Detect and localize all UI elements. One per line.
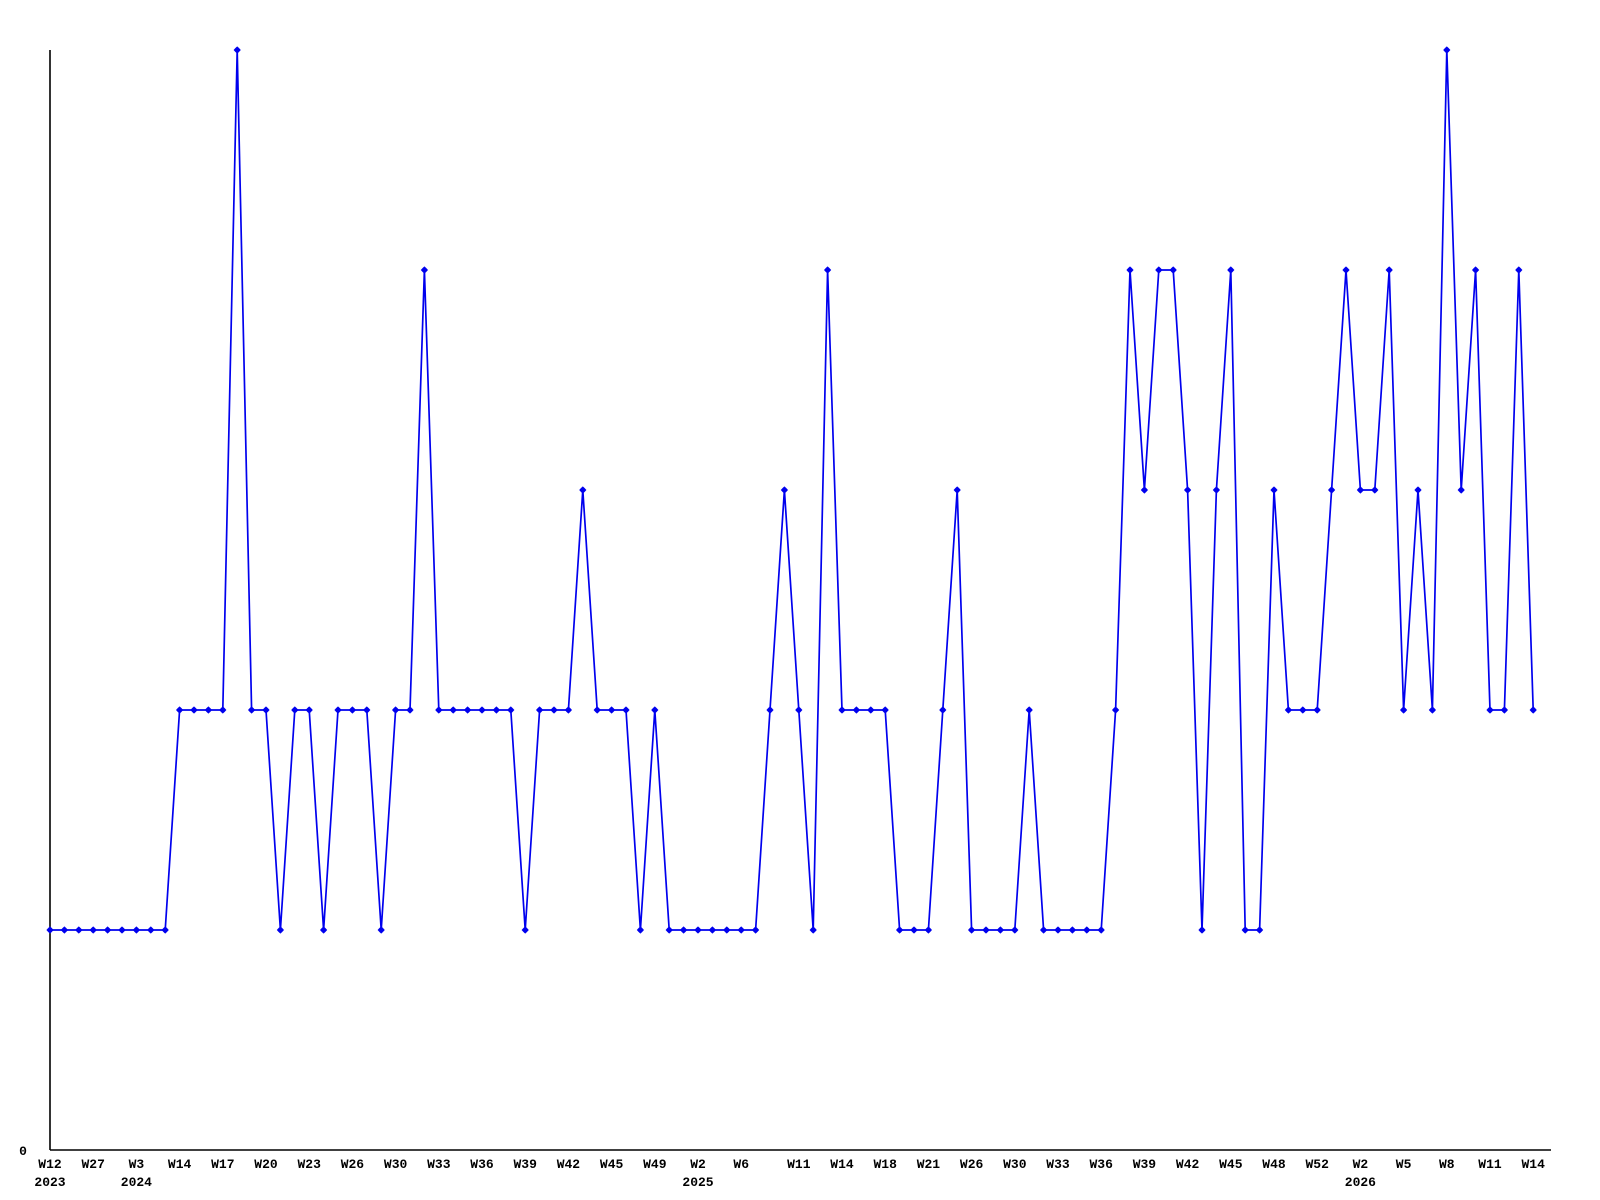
svg-text:W2: W2 — [690, 1157, 706, 1172]
svg-text:2025: 2025 — [682, 1175, 713, 1190]
svg-text:W36: W36 — [1089, 1157, 1113, 1172]
svg-text:W23: W23 — [297, 1157, 321, 1172]
svg-text:W6: W6 — [733, 1157, 749, 1172]
svg-text:W12: W12 — [38, 1157, 62, 1172]
svg-text:2023: 2023 — [34, 1175, 65, 1190]
svg-text:W14: W14 — [1521, 1157, 1545, 1172]
svg-text:W30: W30 — [1003, 1157, 1027, 1172]
svg-text:W17: W17 — [211, 1157, 234, 1172]
svg-text:W20: W20 — [254, 1157, 278, 1172]
svg-text:W14: W14 — [168, 1157, 192, 1172]
svg-text:W27: W27 — [81, 1157, 104, 1172]
svg-text:W26: W26 — [960, 1157, 984, 1172]
svg-text:2024: 2024 — [121, 1175, 152, 1190]
svg-text:2026: 2026 — [1345, 1175, 1376, 1190]
svg-text:W33: W33 — [427, 1157, 451, 1172]
svg-text:W18: W18 — [873, 1157, 897, 1172]
svg-text:W39: W39 — [513, 1157, 537, 1172]
svg-text:W45: W45 — [600, 1157, 624, 1172]
svg-text:W52: W52 — [1305, 1157, 1329, 1172]
svg-text:W30: W30 — [384, 1157, 408, 1172]
svg-text:W42: W42 — [1176, 1157, 1200, 1172]
svg-text:W8: W8 — [1439, 1157, 1455, 1172]
svg-text:W3: W3 — [129, 1157, 145, 1172]
svg-text:W45: W45 — [1219, 1157, 1243, 1172]
svg-text:W33: W33 — [1046, 1157, 1070, 1172]
svg-text:W39: W39 — [1133, 1157, 1157, 1172]
svg-text:W48: W48 — [1262, 1157, 1286, 1172]
svg-text:W21: W21 — [917, 1157, 941, 1172]
svg-text:W49: W49 — [643, 1157, 667, 1172]
svg-text:W11: W11 — [1478, 1157, 1502, 1172]
svg-text:W11: W11 — [787, 1157, 811, 1172]
svg-text:W42: W42 — [557, 1157, 581, 1172]
svg-text:W2: W2 — [1353, 1157, 1369, 1172]
svg-text:0: 0 — [19, 1144, 27, 1159]
svg-text:W36: W36 — [470, 1157, 494, 1172]
svg-text:W26: W26 — [341, 1157, 365, 1172]
svg-text:W14: W14 — [830, 1157, 854, 1172]
svg-text:W5: W5 — [1396, 1157, 1412, 1172]
